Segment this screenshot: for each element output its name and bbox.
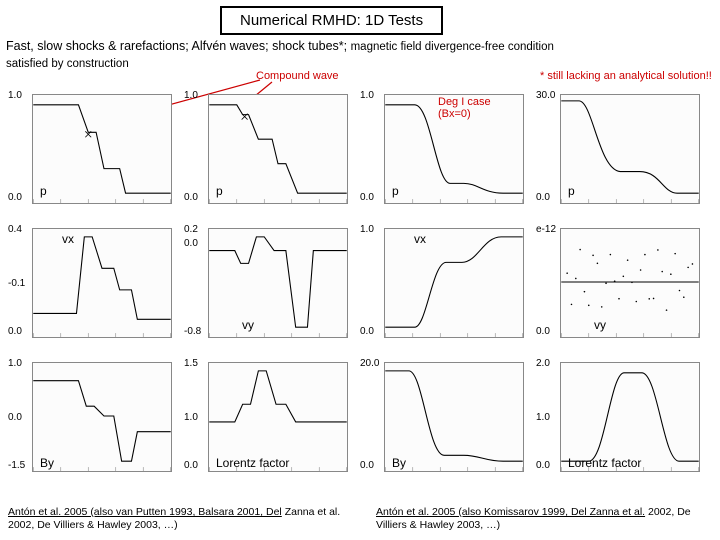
foot-right-1: Antón et al. 2005 (also Komissarov 1999,… (376, 506, 645, 518)
chart-panel (208, 228, 348, 338)
chart-cell: 20.0 0.0 By (358, 356, 528, 486)
footnote-right: Antón et al. 2005 (also Komissarov 1999,… (376, 506, 716, 532)
curve-svg (561, 95, 699, 203)
chart-cell: 30.0 0.0 p (534, 88, 704, 218)
y-top: 2.0 (536, 358, 550, 369)
var-label: p (40, 184, 47, 198)
y-bot: 0.0 (536, 192, 550, 203)
y-bot: 0.0 (8, 192, 22, 203)
y-bot: 0.0 (184, 460, 198, 471)
compound-wave-label: Compound wave (256, 70, 339, 82)
y-top: 1.0 (8, 358, 22, 369)
chart-panel (384, 228, 524, 338)
chart-cell: 1.0 0.0 vx (358, 222, 528, 352)
y-bot: 0.0 (360, 192, 374, 203)
y-mid: 1.0 (184, 412, 198, 423)
chart-panel (32, 228, 172, 338)
subtitle-line2: satisfied by construction (6, 58, 129, 70)
curve-svg (385, 229, 523, 337)
y-mid: 1.0 (536, 412, 550, 423)
curve-svg (33, 363, 171, 471)
y-bot: 0.0 (536, 460, 550, 471)
deg-case-line2: (Bx=0) (438, 108, 471, 120)
y-top: 30.0 (536, 90, 555, 101)
y-bot: 0.0 (360, 326, 374, 337)
var-label: vy (594, 318, 606, 332)
subtitle-tail: magnetic field divergence-free condition (351, 41, 554, 53)
chart-grid: 1.0 0.0 p 1.0 0.0 p 1.0 0.0 p (6, 88, 704, 486)
y-mid: 0.0 (8, 412, 22, 423)
y-top: 1.5 (184, 358, 198, 369)
chart-panel (560, 228, 700, 338)
curve-svg (385, 363, 523, 471)
y-top: 1.0 (360, 224, 374, 235)
subtitle: Fast, slow shocks & rarefactions; Alfvén… (6, 38, 720, 72)
var-label: vx (62, 232, 74, 246)
y-bot: -0.8 (184, 326, 201, 337)
y-bot: 0.0 (536, 326, 550, 337)
y-top: 0.4 (8, 224, 22, 235)
chart-panel (32, 94, 172, 204)
var-label: By (392, 456, 406, 470)
y-top: e-12 (536, 224, 556, 235)
y-bot: -1.5 (8, 460, 25, 471)
curve-svg (209, 95, 347, 203)
curve-svg (33, 95, 171, 203)
y-bot: 0.0 (184, 192, 198, 203)
y-top: 1.0 (360, 90, 374, 101)
y-top: 20.0 (360, 358, 379, 369)
curve-svg (561, 229, 699, 337)
page-title: Numerical RMHD: 1D Tests (220, 6, 443, 35)
y-bot: 0.0 (8, 326, 22, 337)
chart-panel (208, 94, 348, 204)
chart-cell: 1.5 1.0 0.0 Lorentz factor (182, 356, 352, 486)
y-top-alt: 0.0 (184, 238, 198, 249)
var-label: Lorentz factor (216, 456, 289, 470)
curve-svg (33, 229, 171, 337)
chart-cell: 1.0 0.0 -1.5 By (6, 356, 176, 486)
y-top: 0.2 (184, 224, 198, 235)
curve-svg (209, 229, 347, 337)
y-bot: 0.0 (360, 460, 374, 471)
y-top: 1.0 (8, 90, 22, 101)
curve-svg (561, 363, 699, 471)
chart-panel (560, 94, 700, 204)
star-note: * still lacking an analytical solution!! (540, 70, 712, 82)
footnote-left: Antón et al. 2005 (also van Putten 1993,… (8, 506, 348, 532)
chart-cell: 1.0 0.0 p (182, 88, 352, 218)
var-label: vy (242, 318, 254, 332)
var-label: p (568, 184, 575, 198)
subtitle-main: Fast, slow shocks & rarefactions; Alfvén… (6, 39, 351, 53)
deg-case-label: Deg I case (Bx=0) (438, 96, 491, 120)
y-mid: -0.1 (8, 278, 25, 289)
chart-cell: 1.0 0.0 p (6, 88, 176, 218)
curve-svg (209, 363, 347, 471)
var-label: By (40, 456, 54, 470)
foot-left-1: Antón et al. 2005 (also van Putten 1993,… (8, 506, 282, 518)
deg-case-line1: Deg I case (438, 96, 491, 108)
chart-cell: e-12 0.0 vy (534, 222, 704, 352)
chart-cell: 0.4 -0.1 0.0 vx (6, 222, 176, 352)
var-label: vx (414, 232, 426, 246)
var-label: p (392, 184, 399, 198)
var-label: Lorentz factor (568, 456, 641, 470)
chart-cell: 0.2 0.0 -0.8 vy (182, 222, 352, 352)
var-label: p (216, 184, 223, 198)
y-top: 1.0 (184, 90, 198, 101)
chart-cell: 2.0 1.0 0.0 Lorentz factor (534, 356, 704, 486)
